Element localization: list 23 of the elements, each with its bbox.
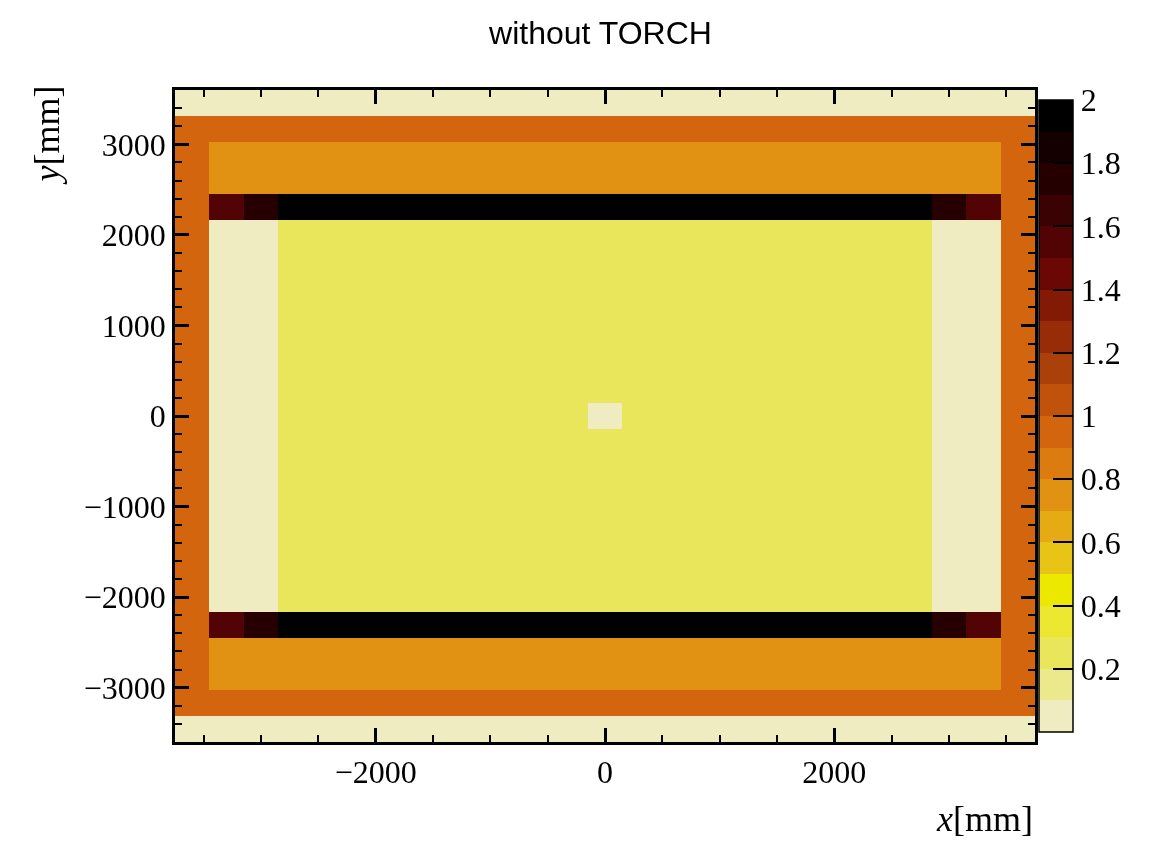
y-tick-label: 1000 (101, 307, 166, 344)
color-bar-label: 1.6 (1080, 208, 1121, 245)
x-tick-label: 2000 (802, 754, 867, 791)
y-tick-label: −3000 (83, 669, 166, 706)
color-bar-label: 1.2 (1080, 335, 1121, 371)
x-axis-title: x[mm] (936, 799, 1033, 839)
y-axis-title: y[mm] (26, 85, 67, 185)
color-bar-label: 1.4 (1080, 271, 1121, 308)
color-bar-label: 0.8 (1080, 461, 1121, 498)
y-tick-label: 2000 (101, 217, 166, 254)
y-tick-label: 3000 (101, 126, 166, 163)
color-bar-label: 1.8 (1080, 145, 1121, 182)
color-bar-label: 0.4 (1080, 587, 1121, 624)
color-bar-label: 1 (1080, 398, 1097, 435)
x-tick-label: 0 (597, 754, 613, 791)
x-tick-label: −2000 (334, 754, 417, 791)
color-bar-label: 2 (1080, 82, 1097, 119)
color-bar-label: 0.2 (1080, 651, 1121, 687)
y-tick-label: −1000 (83, 488, 166, 525)
chart-title: without TORCH (488, 14, 712, 51)
y-tick-label: −2000 (83, 579, 166, 616)
color-bar-label: 0.6 (1080, 524, 1121, 561)
y-tick-label: 0 (149, 398, 166, 435)
